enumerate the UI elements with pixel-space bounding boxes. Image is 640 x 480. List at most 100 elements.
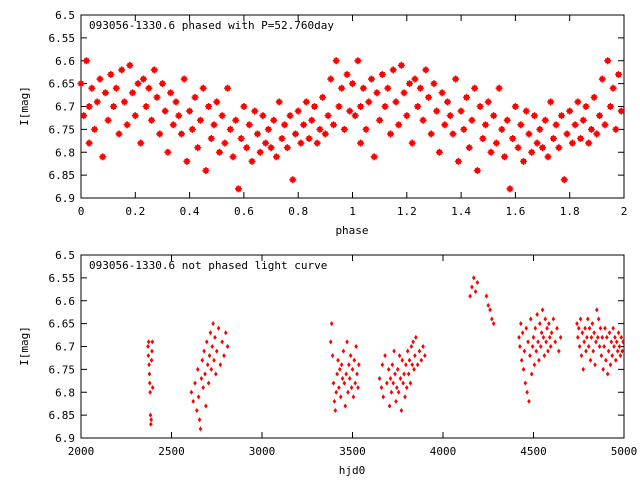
phased-point: [495, 84, 503, 92]
phased-point: [503, 116, 511, 124]
x-tick-label: 3500: [339, 445, 366, 458]
phased-point: [397, 61, 405, 69]
phased-point: [199, 84, 207, 92]
phased-point: [120, 98, 128, 106]
unphased-point: [577, 344, 582, 349]
unphased-point: [575, 321, 579, 327]
unphased-point: [528, 353, 532, 359]
phased-point: [186, 107, 194, 115]
unphased-point: [544, 339, 548, 345]
unphased-point: [346, 389, 350, 395]
phased-point: [77, 80, 85, 88]
unphased-point: [593, 362, 597, 368]
phased-point: [577, 135, 585, 143]
unphased-point: [589, 334, 594, 340]
unphased-point: [330, 353, 335, 359]
unphased-point: [615, 348, 620, 354]
phased-point: [536, 125, 544, 133]
phased-point: [305, 135, 313, 143]
unphased-point: [216, 325, 221, 331]
unphased-point: [523, 380, 528, 386]
phased-point: [517, 121, 525, 129]
phased-point: [351, 112, 359, 120]
phased-point: [294, 107, 302, 115]
unphased-point: [388, 376, 393, 382]
phased-point: [349, 80, 356, 88]
unphased-point: [558, 334, 563, 340]
phased-point: [563, 130, 571, 138]
phased-point: [207, 135, 215, 143]
unphased-point: [341, 348, 346, 354]
phased-point: [354, 57, 362, 65]
phased-point: [544, 153, 552, 161]
unphased-point: [357, 362, 361, 368]
x-tick-label: 1.6: [505, 205, 525, 218]
phased-point: [460, 125, 468, 133]
unphased-point: [578, 316, 583, 322]
phased-point: [316, 125, 324, 133]
unphased-point: [407, 357, 412, 363]
unphased-point: [539, 330, 544, 336]
phased-point: [501, 153, 509, 161]
unphased-point: [402, 371, 406, 377]
phased-data-points: [77, 57, 625, 193]
unphased-point: [605, 371, 610, 377]
y-tick-label: 6.7: [55, 341, 75, 354]
unphased-point: [404, 362, 408, 368]
phased-point: [438, 89, 446, 97]
phased-point: [376, 116, 384, 124]
phased-point: [520, 157, 528, 165]
y-tick-label: 6.75: [49, 363, 76, 376]
unphased-plot-frame: [80, 254, 625, 439]
y-tick-label: 6.6: [55, 295, 75, 308]
unphased-point: [201, 385, 205, 391]
unphased-point: [473, 289, 478, 295]
unphased-point: [206, 380, 211, 386]
phased-point: [104, 116, 112, 124]
unphased-point: [612, 344, 616, 349]
phased-point: [568, 139, 576, 147]
unphased-point: [210, 344, 215, 349]
unphased-point: [220, 339, 224, 345]
unphased-point: [208, 330, 213, 336]
phased-point: [338, 84, 346, 92]
phased-plot-title: 093056-1330.6 phased with P=52.760day: [89, 19, 334, 32]
unphased-point: [595, 334, 600, 340]
phased-point: [547, 98, 555, 106]
unphased-point: [398, 376, 403, 382]
unphased-point: [203, 371, 207, 377]
unphased-point: [586, 316, 590, 322]
phased-point: [617, 107, 625, 115]
unphased-point: [576, 334, 580, 340]
phased-point: [446, 112, 454, 120]
phased-point: [444, 98, 452, 106]
unphased-plot-title: 093056-1330.6 not phased light curve: [89, 259, 327, 272]
phased-y-ticks: 6.5 6.55 6.6 6.65 6.7 6.75 6.8 6.85 6.9: [49, 9, 624, 205]
unphased-point: [397, 353, 402, 359]
phased-y-axis-label: I[mag]: [18, 86, 31, 126]
unphased-point: [533, 325, 538, 331]
phased-point: [329, 121, 337, 129]
phased-point: [259, 112, 267, 120]
phased-point: [370, 153, 378, 161]
phased-point: [549, 135, 557, 143]
phased-point: [85, 103, 93, 110]
unphased-point: [595, 307, 599, 313]
phased-point: [558, 112, 566, 120]
phased-point: [270, 116, 278, 124]
phased-point: [172, 98, 180, 106]
phased-point: [555, 144, 563, 152]
unphased-point: [146, 344, 150, 349]
phased-point: [167, 89, 175, 97]
unphased-point: [329, 321, 334, 327]
unphased-point: [553, 339, 558, 345]
unphased-point: [599, 353, 604, 359]
unphased-point: [337, 385, 341, 391]
unphased-point: [195, 408, 199, 414]
phased-point: [539, 144, 547, 152]
phased-point: [457, 107, 465, 115]
phased-point: [541, 116, 549, 124]
unphased-point: [147, 362, 151, 368]
phased-point: [101, 89, 109, 97]
y-tick-label: 6.85: [49, 409, 76, 422]
